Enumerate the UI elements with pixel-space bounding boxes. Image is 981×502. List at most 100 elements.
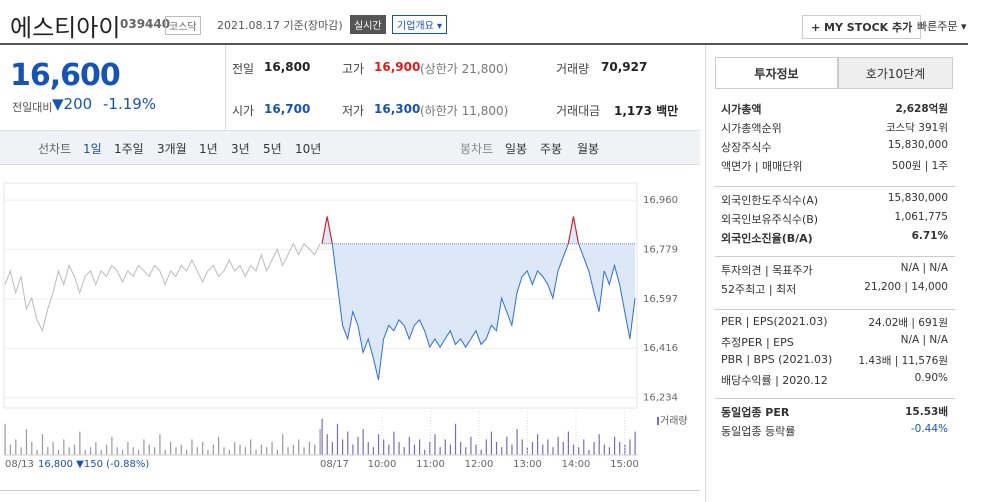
prev-summary: 16,800 ▼150 (-0.88%): [38, 459, 149, 470]
volume-bar: [567, 431, 569, 455]
y-tick-label: 16,416: [643, 343, 678, 354]
tab-label: 선차트: [38, 142, 72, 156]
info-value: 15.53배: [905, 406, 948, 418]
volume-bar: [20, 447, 22, 455]
volume-bar: [143, 439, 145, 455]
volume-bar: [207, 449, 209, 455]
period-tab[interactable]: 1년: [199, 142, 218, 156]
volume-bar: [480, 449, 482, 455]
volume-bar: [180, 444, 182, 455]
info-label: 시가총액: [721, 103, 762, 116]
info-tab[interactable]: 투자정보: [715, 57, 838, 89]
volume-bar: [470, 436, 472, 455]
info-label: PER | EPS(2021.03): [721, 315, 828, 328]
divider: [225, 45, 226, 130]
quote-value: 16,700: [264, 102, 311, 116]
period-tab[interactable]: 1일: [83, 142, 102, 156]
volume-bar: [552, 447, 554, 455]
volume-bar: [634, 431, 636, 455]
volume-bar: [159, 434, 161, 455]
volume-bar: [25, 429, 28, 455]
volume-bar: [578, 447, 580, 455]
footer-rule: [0, 490, 700, 491]
volume-bar: [36, 449, 38, 455]
day-label: 08/17: [320, 459, 349, 470]
volume-bar: [260, 444, 262, 455]
volume-bar: [31, 442, 33, 455]
info-label: 상장주식수: [721, 141, 772, 154]
info-value: 0.90%: [914, 372, 948, 384]
volume-bar: [475, 444, 477, 455]
info-value: 24.02배 | 691원: [868, 317, 948, 329]
candle-tab[interactable]: 일봉: [505, 142, 528, 156]
candle-tab[interactable]: 주봉: [540, 142, 563, 156]
volume-bar: [336, 423, 339, 455]
volume-bar: [250, 439, 252, 455]
volume-bar: [352, 444, 354, 455]
info-label: PBR | BPS (2021.03): [721, 353, 833, 366]
period-tab[interactable]: 3개월: [157, 142, 187, 156]
period-tab[interactable]: 3년: [231, 142, 250, 156]
volume-bar: [557, 436, 559, 455]
info-tab[interactable]: 호가10단계: [838, 57, 953, 89]
candle-tab[interactable]: 월봉: [577, 142, 600, 156]
volume-bar: [408, 436, 410, 455]
realtime-button[interactable]: 실시간: [350, 15, 386, 34]
quote-note: (하한가 11,800): [420, 104, 509, 118]
info-label: 액면가 | 매매단위: [721, 160, 803, 173]
divider: [705, 45, 706, 502]
volume-bar: [537, 434, 539, 455]
period-tab[interactable]: 10년: [295, 142, 322, 156]
volume-bar: [89, 447, 92, 455]
volume-bar: [303, 447, 305, 455]
volume-bar: [547, 439, 549, 455]
change: ▼200: [52, 95, 93, 113]
volume-bar: [41, 434, 44, 455]
volume-bar: [212, 444, 214, 455]
day-label: 08/13: [5, 459, 34, 470]
volume-bar: [84, 449, 86, 455]
period-tab[interactable]: 1주일: [114, 142, 144, 156]
volume-bar: [271, 442, 273, 455]
volume-bar: [454, 423, 457, 455]
volume-bar: [603, 444, 605, 455]
volume-bar: [398, 442, 400, 455]
volume-bar: [314, 444, 316, 455]
volume-bar: [357, 436, 359, 455]
info-value: 15,830,000: [887, 192, 948, 204]
period-tab[interactable]: 5년: [263, 142, 282, 156]
volume-bar: [383, 439, 385, 455]
volume-bar: [511, 444, 513, 455]
volume-bar: [287, 447, 289, 455]
y-tick-label: 16,960: [643, 195, 678, 206]
volume-bar: [424, 449, 426, 455]
change-label: 전일대비: [12, 101, 53, 114]
info-value: 6.71%: [911, 230, 948, 242]
volume-bar: [153, 447, 156, 455]
info-label: 동일업종 등락률: [721, 425, 796, 438]
volume-bar: [542, 444, 544, 455]
volume-bar: [73, 444, 76, 455]
volume-bar: [572, 444, 575, 455]
quote-value: 70,927: [601, 60, 648, 74]
group-rule: [715, 398, 955, 399]
volume-bar: [403, 447, 405, 455]
volume-bar: [202, 442, 204, 455]
volume-bar: [619, 442, 621, 455]
volume-bar: [531, 442, 534, 455]
volume-bar: [276, 449, 278, 455]
header-rule: [0, 43, 968, 45]
volume-bar: [244, 447, 246, 455]
info-label: 추정PER | EPS: [721, 336, 794, 349]
volume-bar: [175, 447, 177, 455]
info-value: N/A | N/A: [900, 262, 948, 274]
volume-bar: [9, 444, 12, 455]
volume-bar: [47, 447, 49, 455]
volume-bar: [460, 442, 462, 455]
company-button[interactable]: 기업개요 ▾: [392, 15, 447, 34]
volume-bar: [121, 449, 124, 455]
quick-order[interactable]: 빠른주문 ▾: [917, 20, 967, 33]
info-label: 외국인보유주식수(B): [721, 213, 819, 226]
mystock-button[interactable]: + MY STOCK 추가: [802, 15, 922, 39]
volume-bar: [624, 444, 626, 455]
